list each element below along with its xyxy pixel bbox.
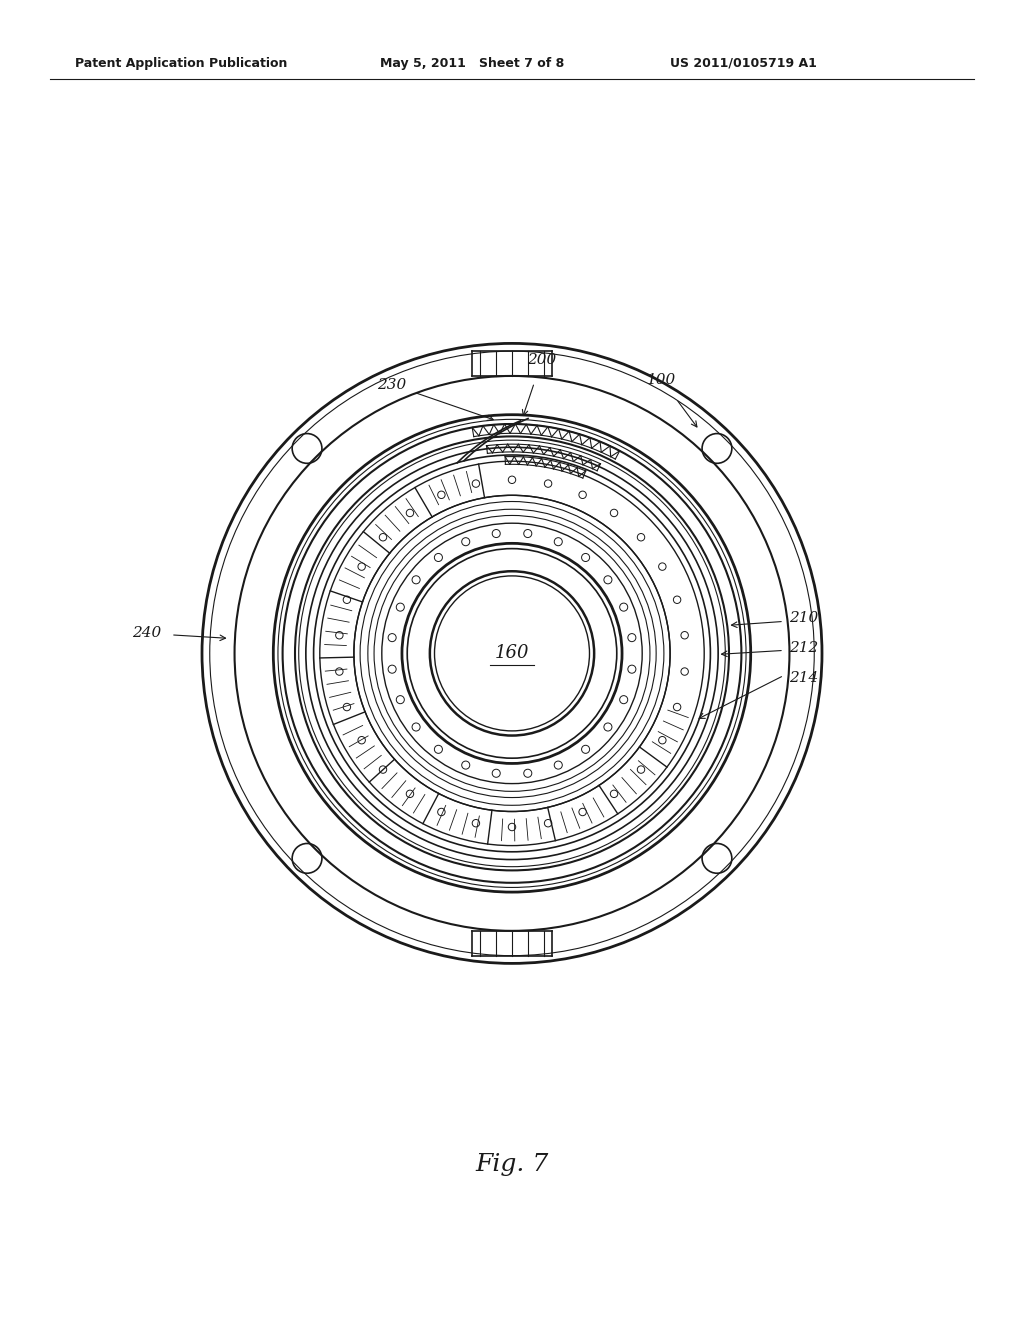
Text: May 5, 2011   Sheet 7 of 8: May 5, 2011 Sheet 7 of 8 <box>380 57 564 70</box>
Text: 240: 240 <box>132 627 162 640</box>
Text: 200: 200 <box>527 352 557 367</box>
Text: 100: 100 <box>647 372 677 387</box>
Text: 230: 230 <box>378 378 407 392</box>
Text: US 2011/0105719 A1: US 2011/0105719 A1 <box>670 57 817 70</box>
Text: 214: 214 <box>790 672 818 685</box>
Text: Fig. 7: Fig. 7 <box>475 1154 549 1176</box>
Text: 210: 210 <box>790 611 818 626</box>
Text: 212: 212 <box>790 642 818 656</box>
Text: 160: 160 <box>495 644 529 663</box>
Text: Patent Application Publication: Patent Application Publication <box>75 57 288 70</box>
